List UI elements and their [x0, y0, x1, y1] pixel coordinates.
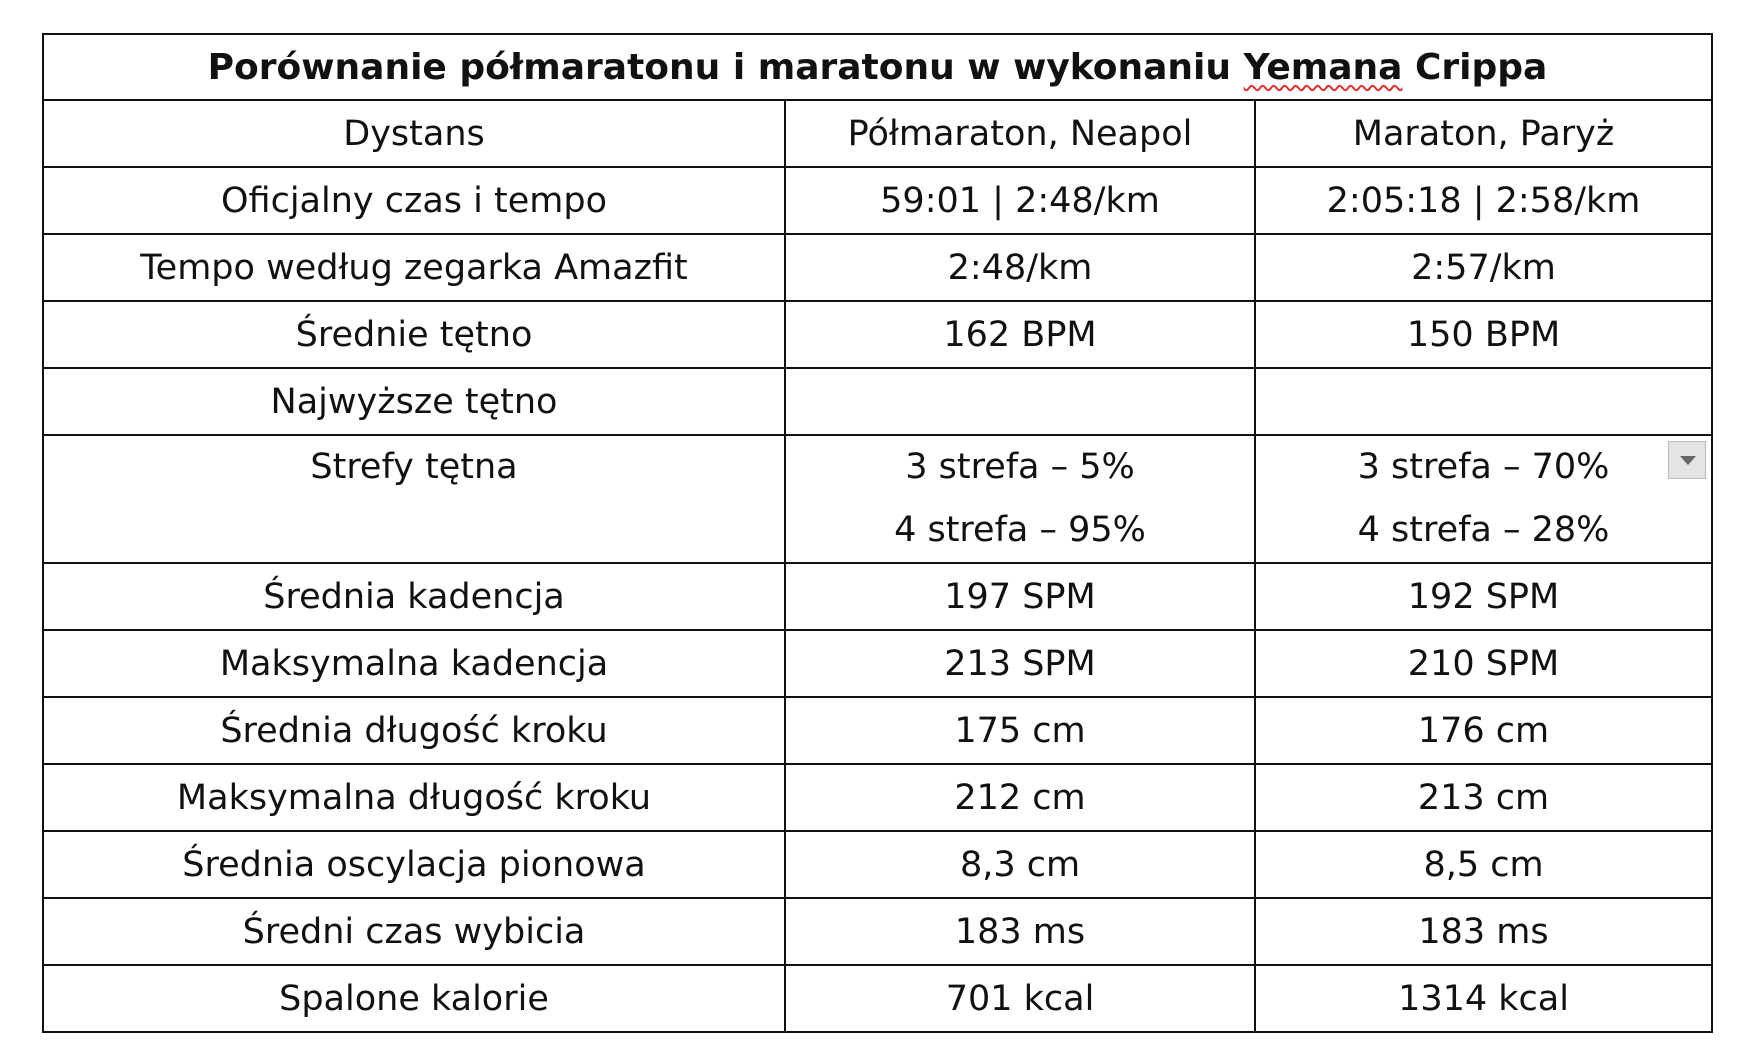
cell: 197 SPM: [784, 562, 1256, 631]
cell: 175 cm: [784, 696, 1256, 765]
table-row: Średni czas wybicia 183 ms 183 ms: [42, 897, 1714, 966]
row-label: Maksymalna długość kroku: [42, 763, 786, 832]
header-row: Dystans Półmaraton, Neapol Maraton, Paryż: [42, 99, 1714, 168]
cell: 183 ms: [1253, 897, 1714, 966]
cell-line: 4 strefa – 28%: [1357, 510, 1610, 550]
table-row: Średnia długość kroku 175 cm 176 cm: [42, 696, 1714, 765]
cell: 59:01 | 2:48/km: [784, 166, 1256, 235]
cell: 2:57/km: [1253, 233, 1714, 302]
table-row: Tempo według zegarka Amazfit 2:48/km 2:57/…: [42, 233, 1714, 302]
cell: 701 kcal: [784, 964, 1256, 1033]
row-label: Najwyższe tętno: [42, 367, 786, 436]
cell: 8,3 cm: [784, 830, 1256, 899]
title-row: Porównanie półmaratonu i maratonu w wyko…: [41, 33, 1714, 101]
cell: [784, 367, 1256, 436]
cell: 2:48/km: [784, 233, 1256, 302]
cell: Maraton, Paryż: [1253, 99, 1714, 168]
cell-line: 4 strefa – 95%: [894, 510, 1146, 550]
dropdown-button[interactable]: [1668, 441, 1706, 479]
table-row: Najwyższe tętno: [42, 367, 1714, 436]
table-body: Porównanie półmaratonu i maratonu w wyko…: [41, 33, 1714, 1033]
row-label: Średni czas wybicia: [42, 897, 786, 966]
cell: 3 strefa – 70% 4 strefa – 28%: [1253, 434, 1714, 564]
row-label: Średnia długość kroku: [42, 696, 786, 765]
table-row: Maksymalna kadencja 213 SPM 210 SPM: [42, 629, 1714, 698]
row-label: Tempo według zegarka Amazfit: [42, 233, 786, 302]
comparison-table: Porównanie półmaratonu i maratonu w wyko…: [41, 33, 1714, 1033]
cell: 210 SPM: [1253, 629, 1714, 698]
row-label: Średnie tętno: [42, 300, 786, 369]
row-label: Średnia oscylacja pionowa: [42, 830, 786, 899]
cell: Półmaraton, Neapol: [784, 99, 1256, 168]
cell: 213 SPM: [784, 629, 1256, 698]
row-label: Strefy tętna: [42, 434, 786, 564]
cell-line: 3 strefa – 70%: [1357, 447, 1610, 487]
cell: 192 SPM: [1253, 562, 1714, 631]
row-label: Średnia kadencja: [42, 562, 786, 631]
cell: 176 cm: [1253, 696, 1714, 765]
cell-line: 3 strefa – 5%: [905, 447, 1135, 487]
cell: 8,5 cm: [1253, 830, 1714, 899]
table-row: Średnia oscylacja pionowa 8,3 cm 8,5 cm: [42, 830, 1714, 899]
cell: 212 cm: [784, 763, 1256, 832]
cell: 1314 kcal: [1253, 964, 1714, 1033]
cell: 162 BPM: [784, 300, 1256, 369]
cell: 183 ms: [784, 897, 1256, 966]
row-label: Dystans: [42, 99, 786, 168]
table-row: Średnie tętno 162 BPM 150 BPM: [42, 300, 1714, 369]
row-label: Maksymalna kadencja: [42, 629, 786, 698]
row-label: Spalone kalorie: [42, 964, 786, 1033]
cell: 2:05:18 | 2:58/km: [1253, 166, 1714, 235]
cell: [1253, 367, 1714, 436]
table-title: Porównanie półmaratonu i maratonu w wyko…: [41, 33, 1714, 101]
row-label: Oficjalny czas i tempo: [42, 166, 786, 235]
cell: 150 BPM: [1253, 300, 1714, 369]
table-row: Średnia kadencja 197 SPM 192 SPM: [42, 562, 1714, 631]
table-row: Spalone kalorie 701 kcal 1314 kcal: [42, 964, 1714, 1033]
table-row: Maksymalna długość kroku 212 cm 213 cm: [42, 763, 1714, 832]
cell: 3 strefa – 5% 4 strefa – 95%: [784, 434, 1256, 564]
table-row: Oficjalny czas i tempo 59:01 | 2:48/km 2:0…: [42, 166, 1714, 235]
cell: 213 cm: [1253, 763, 1714, 832]
table-row: Strefy tętna 3 strefa – 5% 4 strefa – 95% 3…: [42, 434, 1714, 564]
cell-line: Strefy tętna: [310, 447, 518, 487]
